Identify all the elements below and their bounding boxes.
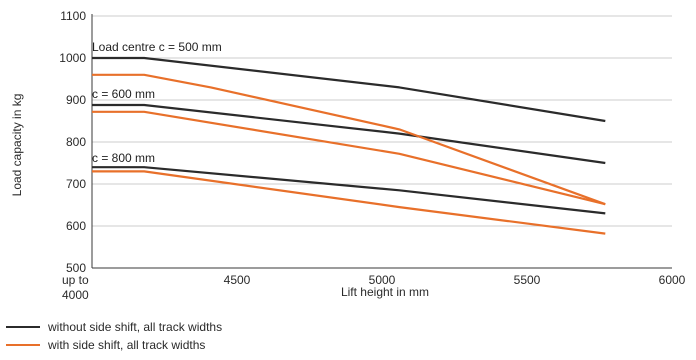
y-tick-label: 1000 [59,51,86,65]
x-tick-label: up to 4000 [62,273,89,300]
x-tick-label: 6000 [659,273,686,287]
legend-swatch-orange [6,344,40,346]
y-tick-label: 600 [66,219,86,233]
legend-swatch-dark [6,326,40,328]
y-tick-label: 1100 [60,9,86,23]
legend-label: without side shift, all track widths [48,320,223,334]
curve-annotation: Load centre c = 500 mm [92,40,222,54]
y-axis-title: Load capacity in kg [10,94,24,197]
series-lines [92,56,606,235]
legend-item-with-side-shift: with side shift, all track widths [6,338,205,352]
legend-item-without-side-shift: without side shift, all track widths [6,320,222,334]
series-line-with-side-shift-600 [92,110,606,206]
x-axis-title: Lift height in mm [341,285,429,299]
x-tick-label: 4500 [224,273,251,287]
series-line-without-side-shift-600 [92,103,606,165]
series-line-without-side-shift-500 [92,56,606,123]
series-line-with-side-shift-800 [92,170,606,235]
series-line-without-side-shift-800 [92,166,606,215]
gridlines [92,15,672,227]
x-tick-label: 5500 [514,273,541,287]
y-tick-label: 500 [66,261,86,275]
y-tick-label: 700 [66,177,86,191]
y-tick-label: 800 [66,135,86,149]
load-capacity-chart: 500 600 700 800 900 1000 1100 up to 4000 4500 5000… [10,9,686,300]
legend-label: with side shift, all track widths [48,338,206,352]
curve-annotation: c = 800 mm [92,151,155,165]
curve-annotations: Load centre c = 500 mm c = 600 mm c = 800 … [92,40,222,165]
axes [91,14,672,269]
y-tick-label: 900 [66,93,86,107]
x-tick-label: 5000 [369,273,396,287]
series-line-with-side-shift-500 [92,73,606,206]
curve-annotation: c = 600 mm [92,87,155,101]
tick-labels: 500 600 700 800 900 1000 1100 up to 4000 4500 5000… [59,9,685,300]
